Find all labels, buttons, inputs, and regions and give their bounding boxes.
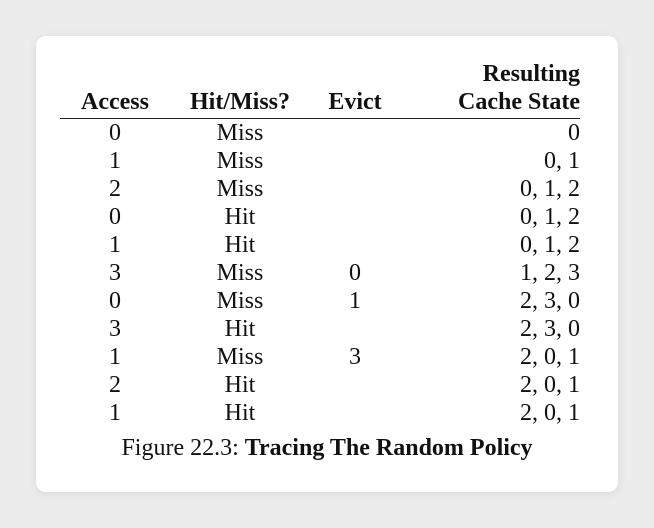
cell-hit-miss: Miss (216, 176, 264, 202)
cell-hit-miss: Miss (216, 260, 264, 286)
table-row: 2 Hit 2, 0, 1 (60, 371, 580, 399)
cell-evict (310, 175, 400, 203)
cell-cache-state: 0, 1, 2 (520, 232, 580, 258)
header-evict: Evict (310, 60, 400, 119)
cell-hit-miss: Miss (216, 120, 264, 146)
cell-access: 1 (109, 232, 121, 258)
caption-title: Tracing The Random Policy (244, 435, 533, 461)
cell-cache-state: 2, 3, 0 (520, 316, 580, 342)
table-row: 1 Miss 0, 1 (60, 147, 580, 175)
cell-access: 3 (109, 316, 121, 342)
table-row: 1 Hit 0, 1, 2 (60, 231, 580, 259)
header-cache-state-line2: Cache State (458, 89, 580, 115)
cell-access: 0 (109, 204, 121, 230)
cell-cache-state: 2, 0, 1 (520, 344, 580, 370)
cell-hit-miss: Miss (216, 288, 264, 314)
header-cache-state-line1: Resulting (482, 61, 580, 87)
table-row: 0 Hit 0, 1, 2 (60, 203, 580, 231)
cell-cache-state: 0, 1 (544, 148, 580, 174)
caption-prefix: Figure 22.3: (121, 435, 245, 461)
table-row: 3 Miss 0 1, 2, 3 (60, 259, 580, 287)
cell-evict (310, 147, 400, 175)
cell-evict (310, 371, 400, 399)
cell-evict (310, 231, 400, 259)
cell-hit-miss: Hit (224, 372, 256, 398)
table-row: 1 Miss 3 2, 0, 1 (60, 343, 580, 371)
cell-access: 3 (109, 260, 121, 286)
cell-access: 1 (109, 148, 121, 174)
cell-hit-miss: Miss (216, 344, 264, 370)
table-header-row: Access Hit/Miss? Evict Resulting Cache S… (60, 60, 580, 119)
header-cache-state: Resulting Cache State (400, 60, 580, 119)
cell-access: 0 (109, 288, 121, 314)
cell-evict (310, 399, 400, 427)
cell-cache-state: 1, 2, 3 (520, 260, 580, 286)
table-row: 1 Hit 2, 0, 1 (60, 399, 580, 427)
cell-hit-miss: Hit (224, 232, 256, 258)
cell-cache-state: 2, 0, 1 (520, 400, 580, 426)
cell-cache-state: 2, 0, 1 (520, 372, 580, 398)
cell-hit-miss: Miss (216, 148, 264, 174)
figure-caption: Figure 22.3: Tracing The Random Policy (36, 434, 618, 462)
cell-hit-miss: Hit (224, 316, 256, 342)
cell-access: 1 (109, 400, 121, 426)
cell-evict (310, 203, 400, 231)
header-hit-miss: Hit/Miss? (170, 60, 310, 119)
cell-evict: 1 (349, 288, 361, 314)
cell-evict: 3 (349, 344, 361, 370)
figure-card: Access Hit/Miss? Evict Resulting Cache S… (36, 36, 618, 492)
cell-hit-miss: Hit (224, 204, 256, 230)
cell-cache-state: 0, 1, 2 (520, 204, 580, 230)
trace-table-container: Access Hit/Miss? Evict Resulting Cache S… (60, 60, 580, 427)
cell-access: 2 (109, 372, 121, 398)
cell-cache-state: 2, 3, 0 (520, 288, 580, 314)
cell-cache-state: 0, 1, 2 (520, 176, 580, 202)
table-row: 2 Miss 0, 1, 2 (60, 175, 580, 203)
table-row: 3 Hit 2, 3, 0 (60, 315, 580, 343)
cell-access: 0 (109, 120, 121, 146)
cell-evict (310, 119, 400, 148)
cell-cache-state: 0 (568, 120, 580, 146)
cell-evict (310, 315, 400, 343)
cell-hit-miss: Hit (224, 400, 256, 426)
cell-evict: 0 (349, 260, 361, 286)
trace-table: Access Hit/Miss? Evict Resulting Cache S… (60, 60, 580, 427)
table-body: 0 Miss 0 1 Miss 0, 1 2 Miss 0, 1, 2 (60, 119, 580, 428)
header-access: Access (60, 60, 170, 119)
cell-access: 1 (109, 344, 121, 370)
table-row: 0 Miss 1 2, 3, 0 (60, 287, 580, 315)
cell-access: 2 (109, 176, 121, 202)
table-row: 0 Miss 0 (60, 119, 580, 148)
